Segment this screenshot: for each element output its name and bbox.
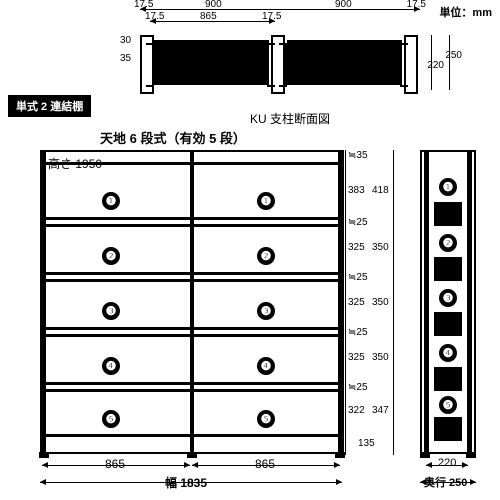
side-elevation: ❶ ❷ ❸ ❹ ❺ [420, 150, 476, 454]
main-title: 天地 6 段式（有効 5 段） [100, 128, 246, 147]
type-badge: 単式 2 連結棚 [8, 95, 91, 117]
front-elevation: ❶ ❷ ❸ ❹ ❺ ❶ ❷ ❸ ❹ ❺ [40, 150, 344, 454]
shelf-marker: ❶ [102, 192, 120, 210]
height-label: 高さ 1950 [48, 155, 102, 172]
cross-section-label: KU 支柱断面図 [250, 110, 330, 127]
unit-label: 単位：mm [439, 4, 492, 20]
cross-section-diagram: 17.5 900 900 17.5 17.5 865 17.5 30 35 22… [140, 5, 420, 105]
